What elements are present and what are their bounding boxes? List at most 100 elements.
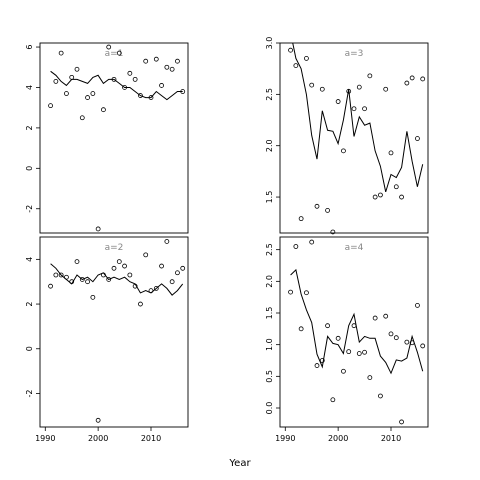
data-point	[362, 349, 367, 355]
data-point	[393, 184, 399, 190]
data-point	[127, 272, 133, 278]
panel-4: a=4 0.0 0.5 1.0 1.5 2.0 2.5 1990 2000 2010	[265, 236, 429, 443]
x-tick-label: 1990	[35, 434, 55, 443]
data-point	[106, 44, 112, 50]
data-point	[325, 208, 330, 213]
data-point	[393, 335, 399, 341]
y-tick-label: 2.5	[265, 88, 274, 101]
y-tick-label: 0.5	[265, 370, 274, 383]
data-point	[74, 259, 80, 264]
data-point	[319, 358, 325, 363]
data-point	[159, 263, 164, 269]
data-point	[85, 279, 90, 285]
data-point	[111, 265, 117, 271]
x-tick-label: 2000	[328, 434, 348, 443]
panel-title: a=3	[345, 49, 364, 59]
data-point	[314, 203, 320, 209]
y-tick-label: 2	[25, 125, 34, 130]
data-point	[48, 103, 53, 109]
data-point	[175, 58, 180, 64]
data-point	[175, 270, 180, 276]
panel-title: a=1	[105, 49, 124, 59]
x-tick-label: 2000	[88, 434, 108, 443]
y-tick-label: -2	[25, 389, 34, 397]
data-point	[404, 80, 410, 86]
y-tick-label: 2.5	[265, 243, 274, 256]
data-point	[415, 302, 420, 308]
data-point	[298, 216, 304, 222]
x-tick-label: 2010	[381, 434, 401, 443]
data-point	[180, 265, 186, 271]
data-point	[95, 417, 101, 423]
y-tick-label: 0	[25, 346, 34, 351]
panel-3: a=2 -2 0 2 4 1990 2000 2010	[25, 236, 189, 443]
y-tick-label: 0.0	[265, 402, 274, 415]
data-point	[399, 419, 404, 425]
data-point	[351, 323, 357, 329]
data-point	[288, 47, 293, 53]
data-point	[372, 315, 378, 321]
data-point	[53, 79, 59, 84]
data-point	[143, 58, 149, 64]
data-point	[101, 272, 106, 278]
data-point	[153, 56, 159, 62]
data-point	[346, 88, 352, 94]
data-point	[116, 259, 122, 264]
data-point	[293, 244, 299, 249]
y-tick-label: 1.5	[265, 307, 274, 320]
y-tick-label: 6	[25, 44, 34, 49]
data-point	[64, 91, 69, 96]
data-point	[325, 323, 330, 329]
data-point	[53, 272, 59, 278]
data-point	[341, 148, 346, 154]
panel-1: a=1 -2 0 2 4 6	[25, 42, 189, 234]
data-point	[356, 84, 362, 90]
data-point	[415, 136, 420, 141]
data-point	[132, 76, 138, 82]
data-point	[404, 339, 410, 345]
data-point	[122, 85, 127, 90]
series-line	[290, 268, 424, 375]
y-tick-label: 2	[25, 302, 34, 307]
data-point	[180, 89, 186, 94]
data-point	[335, 99, 341, 104]
y-tick-label: 1.5	[265, 191, 274, 204]
y-tick-label: 2.0	[265, 139, 274, 152]
data-point	[153, 286, 159, 291]
y-tick-label: 1.0	[265, 338, 274, 351]
data-point	[85, 95, 90, 100]
panel-frame	[279, 236, 429, 428]
data-point	[138, 93, 143, 98]
data-point	[420, 76, 426, 82]
data-point	[378, 393, 383, 399]
data-point	[304, 290, 309, 296]
data-point	[164, 64, 170, 70]
data-point	[143, 252, 149, 258]
data-point	[48, 283, 53, 289]
data-point	[74, 66, 80, 72]
data-point	[362, 106, 367, 112]
data-point	[335, 335, 341, 341]
data-point	[367, 73, 373, 79]
panel-frame	[39, 236, 189, 428]
data-point	[79, 277, 85, 282]
data-point	[148, 95, 154, 100]
data-point	[58, 50, 64, 56]
panel-2: a=3 1.5 2.0 2.5 3.0	[265, 37, 429, 235]
data-point	[309, 82, 315, 88]
data-point	[330, 397, 336, 403]
data-point	[309, 239, 315, 245]
data-point	[409, 340, 415, 346]
data-point	[101, 107, 106, 113]
y-tick-label: 0	[25, 166, 34, 171]
data-point	[79, 115, 85, 121]
data-point	[95, 226, 101, 232]
panels: a=1 -2 0 2 4 6 a=3 1.5 2.0 2.5 3.0 a=2 -2 0 2 4 1990 2000…	[25, 37, 429, 443]
y-tick-label: -2	[25, 205, 34, 213]
data-point	[378, 192, 383, 198]
panel-title: a=2	[105, 243, 124, 253]
data-point	[372, 194, 378, 200]
data-point	[127, 70, 133, 76]
y-tick-label: 4	[25, 85, 34, 90]
